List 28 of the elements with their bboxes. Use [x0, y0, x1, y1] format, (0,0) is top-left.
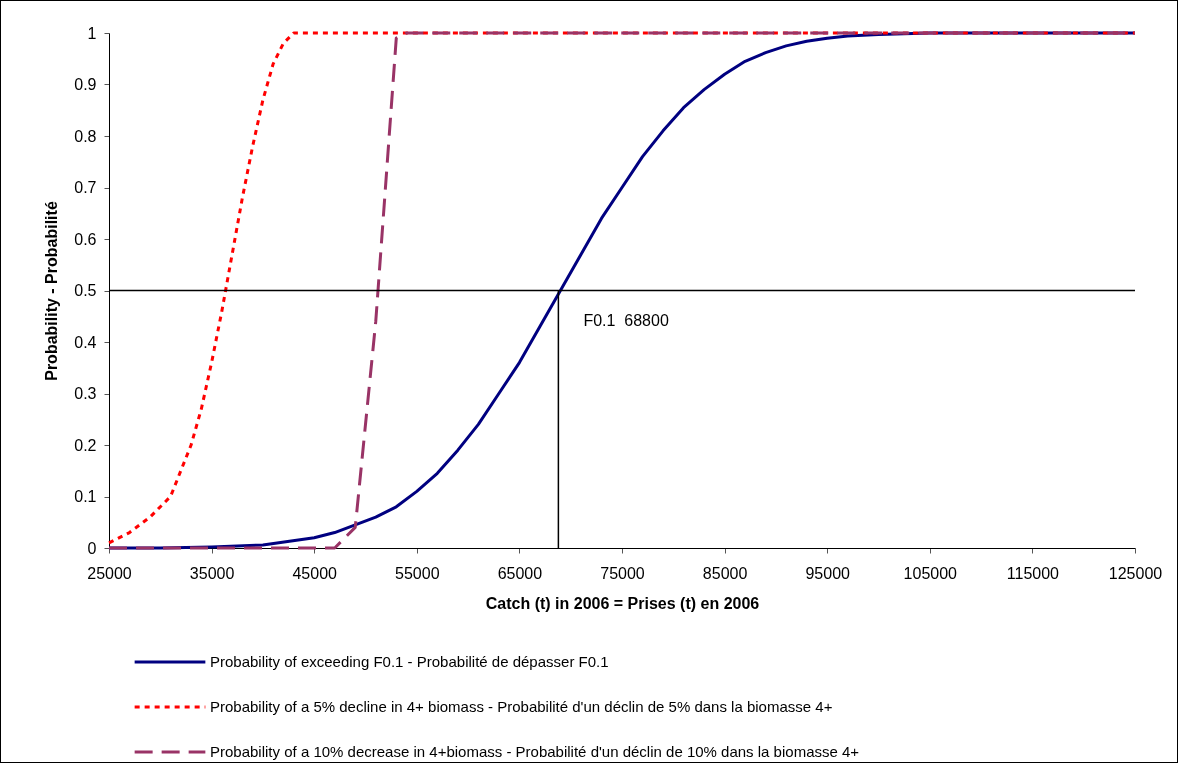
- x-tick-label: 65000: [497, 564, 543, 582]
- y-tick-label: 0.4: [74, 333, 97, 351]
- legend-label: Probability of a 10% decrease in 4+biomass - Probabilité d'un déclin de 10% dans la biomasse 4+: [210, 743, 860, 760]
- x-tick-label: 75000: [600, 564, 645, 582]
- y-tick-label: 0.8: [74, 127, 97, 145]
- x-tick-label: 25000: [87, 564, 132, 582]
- y-tick-label: 0.5: [74, 282, 97, 299]
- x-tick-label: 105000: [903, 564, 958, 582]
- x-tick-label: 85000: [702, 564, 748, 582]
- y-tick-label: 0.9: [74, 76, 97, 93]
- y-tick-label: 0.1: [74, 488, 97, 505]
- legend-label: Probability of a 5% decline in 4+ biomass - Probabilité d'un déclin de 5% dans la biomasse 4+: [210, 698, 833, 715]
- x-tick-label: 55000: [395, 564, 440, 582]
- y-axis-title: Probability - Probabilité: [43, 201, 61, 381]
- x-tick-label: 125000: [1108, 564, 1163, 582]
- x-axis-title: Catch (t) in 2006 = Prises (t) en 2006: [485, 594, 760, 612]
- y-tick-label: 0.6: [74, 230, 97, 248]
- y-tick-label: 0: [87, 539, 97, 557]
- y-tick-label: 1: [87, 24, 97, 42]
- y-tick-label: 0.2: [74, 436, 97, 454]
- x-tick-label: 35000: [189, 564, 235, 582]
- x-tick-label: 45000: [292, 564, 338, 582]
- y-tick-label: 0.7: [74, 179, 97, 196]
- x-tick-label: 115000: [1006, 564, 1060, 582]
- y-tick-label: 0.3: [74, 385, 97, 402]
- x-tick-label: 95000: [805, 564, 851, 582]
- legend-label: Probability of exceeding F0.1 - Probabilité de dépasser F0.1: [210, 653, 609, 670]
- ref-line-label: F0.1 68800: [583, 311, 669, 329]
